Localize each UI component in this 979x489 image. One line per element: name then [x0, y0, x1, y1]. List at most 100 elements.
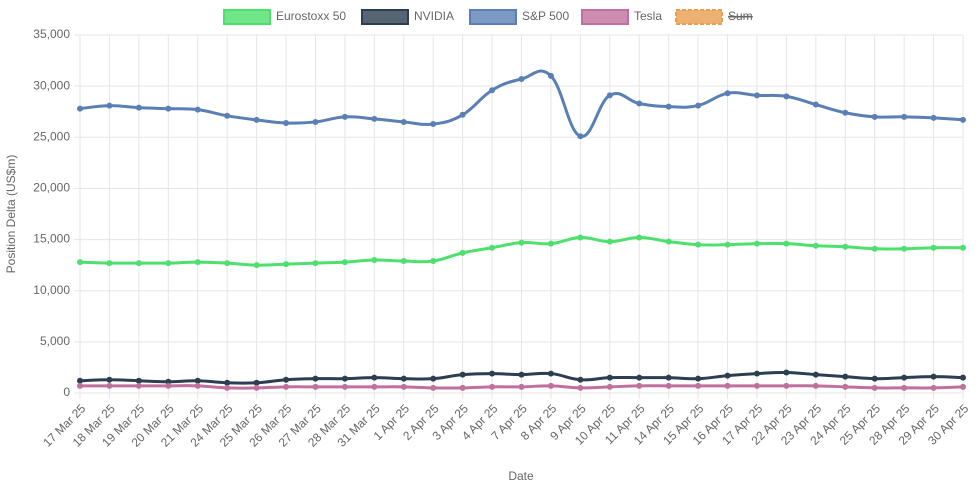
- data-point: [165, 260, 172, 267]
- data-point: [371, 383, 378, 390]
- y-tick-label: 30,000: [33, 78, 70, 92]
- data-point: [665, 103, 672, 110]
- data-point: [106, 382, 113, 389]
- data-point: [489, 87, 496, 94]
- data-point: [371, 374, 378, 381]
- data-point: [547, 72, 554, 79]
- data-point: [341, 383, 348, 390]
- data-point: [547, 240, 554, 247]
- data-point: [901, 113, 908, 120]
- legend-label: Tesla: [634, 9, 662, 23]
- data-point: [842, 109, 849, 116]
- data-point: [665, 374, 672, 381]
- data-point: [312, 375, 319, 382]
- data-point: [106, 102, 113, 109]
- data-point: [430, 384, 437, 391]
- data-point: [194, 106, 201, 113]
- data-point: [224, 112, 231, 119]
- data-point: [283, 261, 290, 268]
- data-point: [77, 259, 83, 266]
- data-point: [253, 384, 260, 391]
- data-point: [695, 102, 702, 109]
- data-point: [77, 105, 83, 112]
- legend-swatch: [361, 9, 409, 25]
- data-point: [518, 383, 525, 390]
- data-point: [724, 90, 731, 97]
- data-point: [606, 383, 613, 390]
- data-point: [459, 111, 466, 118]
- data-point: [606, 374, 613, 381]
- y-tick-label: 20,000: [33, 181, 70, 195]
- data-point: [842, 373, 849, 380]
- data-point: [135, 377, 142, 384]
- y-axis-title: Position Delta (US$m): [4, 155, 18, 274]
- legend-swatch: [581, 9, 629, 25]
- data-point: [224, 384, 231, 391]
- data-point: [636, 234, 643, 241]
- data-point: [842, 383, 849, 390]
- data-point: [871, 113, 878, 120]
- legend-label: Sum: [728, 9, 753, 23]
- data-point: [960, 383, 966, 390]
- data-point: [930, 373, 937, 380]
- legend-label: S&P 500: [522, 9, 569, 23]
- y-tick-label: 10,000: [33, 283, 70, 297]
- data-point: [636, 382, 643, 389]
- y-tick-label: 0: [63, 385, 70, 399]
- data-point: [724, 382, 731, 389]
- data-point: [400, 118, 407, 125]
- data-point: [753, 240, 760, 247]
- data-point: [165, 382, 172, 389]
- data-point: [77, 382, 83, 389]
- data-point: [577, 234, 584, 241]
- data-point: [518, 239, 525, 246]
- data-point: [106, 376, 113, 383]
- data-point: [695, 241, 702, 248]
- x-axis-title: Date: [508, 469, 534, 483]
- data-point: [606, 238, 613, 245]
- data-point: [547, 382, 554, 389]
- data-point: [842, 243, 849, 250]
- data-point: [430, 258, 437, 265]
- data-point: [194, 259, 201, 266]
- data-point: [901, 245, 908, 252]
- y-tick-label: 5,000: [40, 334, 70, 348]
- data-point: [224, 379, 231, 386]
- data-point: [518, 75, 525, 82]
- data-point: [695, 382, 702, 389]
- data-point: [489, 383, 496, 390]
- data-point: [312, 118, 319, 125]
- data-point: [695, 375, 702, 382]
- data-point: [135, 382, 142, 389]
- data-point: [960, 374, 966, 381]
- data-point: [960, 116, 966, 123]
- data-point: [577, 384, 584, 391]
- data-point: [812, 242, 819, 249]
- legend-swatch: [675, 9, 723, 25]
- data-point: [400, 383, 407, 390]
- data-point: [253, 262, 260, 269]
- data-point: [812, 382, 819, 389]
- data-point: [577, 133, 584, 140]
- data-point: [636, 100, 643, 107]
- data-point: [341, 375, 348, 382]
- data-point: [871, 384, 878, 391]
- data-point: [312, 260, 319, 267]
- data-point: [724, 241, 731, 248]
- data-point: [77, 377, 83, 384]
- data-point: [430, 120, 437, 127]
- legend-swatch: [223, 9, 271, 25]
- data-point: [871, 375, 878, 382]
- legend-swatch: [469, 9, 517, 25]
- data-point: [283, 383, 290, 390]
- data-point: [489, 244, 496, 251]
- data-point: [812, 371, 819, 378]
- data-point: [901, 384, 908, 391]
- data-point: [753, 92, 760, 99]
- data-point: [459, 371, 466, 378]
- y-tick-label: 25,000: [33, 129, 70, 143]
- data-point: [783, 240, 790, 247]
- data-point: [283, 376, 290, 383]
- data-point: [665, 382, 672, 389]
- data-point: [400, 375, 407, 382]
